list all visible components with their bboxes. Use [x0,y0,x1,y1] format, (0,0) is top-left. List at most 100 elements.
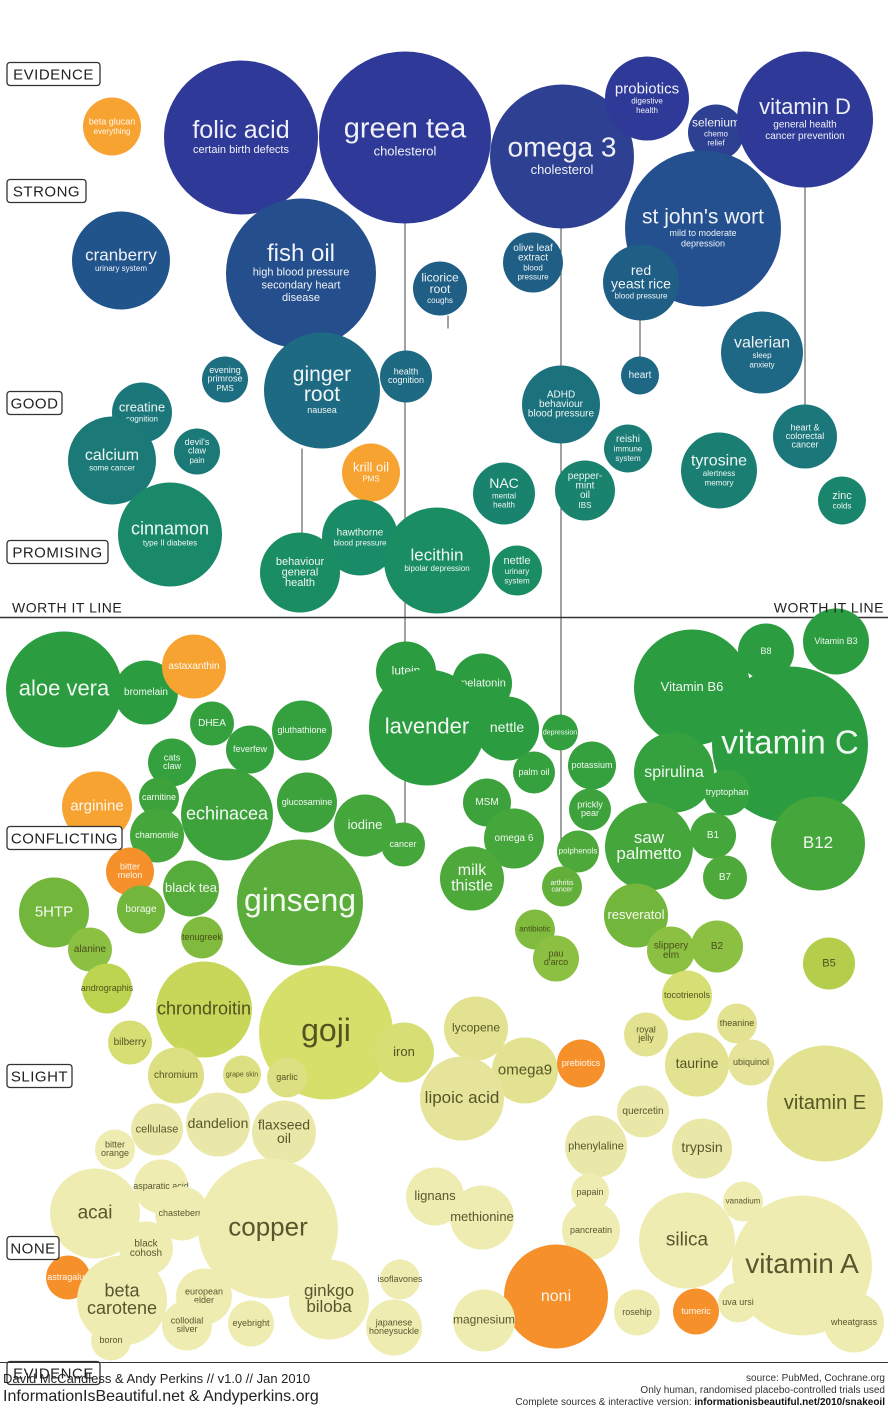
bubble-label-chasteberry: chasteberry [158,1208,206,1218]
bubble-circle-polphenols [557,830,599,873]
bubble-probiotics: probiotics digestive health [605,56,689,141]
bubble-label-antibiotic: antibiotic [519,925,551,934]
bubble-circle-omega-3 [490,84,634,229]
bubble-garlic: garlic [267,1057,307,1098]
bubble-circle-ginkgo-biloba [289,1259,369,1340]
bubble-circle-eyebright [228,1300,274,1347]
bubble-circle-prickly-pear [569,788,611,831]
bubble-circle-heart [621,356,659,395]
bubble-circle-red-yeast-rice [603,244,679,321]
bubble-label-chamomile: chamomile [135,830,179,840]
bubble-borage: borage [117,885,165,934]
bubble-circle-arthritis-cancer [542,866,582,907]
bubble-label-pau-d-arco: pau d'arco [544,949,568,968]
bubble-circle-echinacea [181,768,273,861]
bubble-circle-alanine [68,927,112,972]
evidence-level-slight-6: SLIGHT [6,1063,73,1089]
bubble-flaxseed-oil: flaxseed oil [252,1100,316,1165]
bubble-licorice-root: licorice root coughs [413,261,467,316]
bubble-label-tyrosine: tyrosine alertness memory [691,453,747,488]
bubble-phenylaline: phenylaline [565,1115,627,1178]
bubble-label-vitamin-a: vitamin A [745,1248,859,1279]
bubble-lipoic-acid: lipoic acid [420,1056,504,1141]
bubble-circle-dandelion [186,1092,250,1157]
bubble-silica: silica [639,1192,735,1289]
bubble-label-selenium: selenium chemo relief [692,116,740,148]
bubble-bitter-orange: bitter orange [95,1129,135,1170]
bubble-circle-aloe-vera [6,631,122,748]
bubble-circle-lignans [406,1167,464,1226]
bubble-circle-phenylaline [565,1115,627,1178]
bubble-omega9: omega9 [492,1037,558,1104]
bubble-circle-cellulase [131,1103,183,1156]
bubble-label-vanadium: vanadium [726,1197,761,1206]
bubble-carnitine: carnitine [139,777,179,818]
evidence-level-text: STRONG [13,184,80,201]
evidence-level-promising-4: PROMISING [6,539,109,565]
bubble-label-saw-palmetto: saw palmetto [616,828,681,863]
bubble-label-lecithin: lecithin bipolar depression [404,545,469,573]
bubble-label-aloe-vera: aloe vera [19,675,110,700]
bubble-label-goji: goji [301,1012,351,1048]
bubble-grape-skin: grape skin [223,1055,261,1094]
bubble-fish-oil: fish oil high blood pressure secondary hea… [226,198,376,349]
bubble-circle-grape-skin [223,1055,261,1094]
bubble-circle-adhd-behaviour-blood-pressure [522,365,600,444]
bubble-circle-uva-ursi [718,1282,758,1323]
bubble-circle-bilberry [108,1020,152,1065]
bubble-dhea: DHEA [190,701,234,746]
bubble-slippery-elm: slippery elm [647,926,695,975]
bubble-adhd-behaviour-blood-pressure: ADHD behaviour blood pressure [522,365,600,444]
bubble-circle-evening-primrose [202,356,248,403]
bubble-label-rosehip: rosehip [622,1307,652,1317]
bubble-circle-iron [374,1022,434,1083]
bubble-circle-licorice-root [413,261,467,316]
bubble-label-omega-3: omega 3 cholesterol [508,132,617,177]
bubble-label-isoflavones: isoflavones [377,1274,423,1284]
bubble-circle-tocotrienols [662,970,712,1021]
bubble-cancer: cancer [381,822,425,867]
bubble-circle-taurine [665,1032,729,1097]
complete-sources-link[interactable]: informationisbeautiful.net/2010/snakeoil [694,1397,885,1408]
bubble-label-ginseng: ginseng [244,882,356,918]
bubble-label-acai: acai [78,1203,113,1224]
bubble-label-copper: copper [228,1211,308,1241]
bubbles: folic acid certain birth defects green tea… [6,51,884,1361]
bubble-label-ubiquinol: ubiquinol [733,1057,769,1067]
bubble-lecithin: lecithin bipolar depression [384,507,490,614]
bubble-b1: B1 [690,812,736,859]
bubble-label-nettle: nettle urinary system [504,555,531,585]
bubble-circle-gluthathione [272,700,332,761]
bubble-circle-reishi [604,424,652,473]
evidence-level-text: CONFLICTING [11,831,118,848]
bubble-circle-rosehip [614,1289,660,1336]
bubble-circle-health-cognition [380,350,432,403]
bubble-label-pancreatin: pancreatin [570,1225,612,1235]
bubble-circle-heart-colorectal-cancer [773,404,837,469]
bubble-quercetin: quercetin [617,1085,669,1138]
bubble-label-potassium: potassium [571,760,612,770]
bubble-label-phenylaline: phenylaline [568,1140,624,1152]
bubble-circle-cancer [381,822,425,867]
bubble-circle-spirulina [634,732,714,813]
bubble-chasteberry: chasteberry [155,1186,209,1241]
bubble-taurine: taurine [665,1032,729,1097]
bubble-chrondroitin: chrondroitin [156,961,252,1058]
bubble-label-cinnamon: cinnamon type II diabetes [131,519,209,548]
bubble-label-cellulase: cellulase [136,1123,179,1135]
bubble-label-peppermint-oil: pepper-mint oil IBS [568,471,602,510]
bubble-circle-omega9 [492,1037,558,1104]
bubble-circle-nettle [492,545,542,596]
bubble-circle-zinc [818,476,866,525]
bubble-circle-valerian [721,311,803,394]
bubble-pancreatin: pancreatin [562,1201,620,1260]
bubble-trypsin: trypsin [672,1118,732,1179]
bubble-label-b7: B7 [719,872,732,883]
bubble-label-slippery-elm: slippery elm [654,940,688,961]
bubble-5htp: 5HTP [19,877,89,948]
bubble-label-reishi: reishi immune system [614,434,643,463]
bubble-circle-omega-6 [484,808,544,869]
bubble-label-st-john-s-wort: st john's wort mild to moderate depression [642,206,764,249]
bubble-nettle: nettle urinary system [492,545,542,596]
